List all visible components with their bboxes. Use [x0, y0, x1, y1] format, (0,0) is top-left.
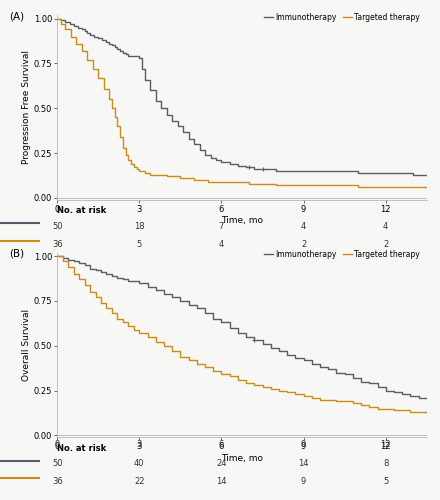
Legend: Immunotherapy, Targeted therapy: Immunotherapy, Targeted therapy — [261, 247, 423, 262]
Text: 24: 24 — [216, 460, 227, 468]
Text: 50: 50 — [52, 460, 62, 468]
Text: 36: 36 — [52, 240, 62, 249]
Text: 0: 0 — [55, 440, 60, 449]
Text: 14: 14 — [298, 460, 309, 468]
Text: 5: 5 — [383, 478, 389, 486]
Text: 9: 9 — [301, 478, 306, 486]
Text: No. at risk: No. at risk — [57, 206, 106, 215]
Text: 4: 4 — [383, 222, 389, 231]
Text: 4: 4 — [301, 222, 306, 231]
X-axis label: Time, mo: Time, mo — [221, 454, 263, 463]
Text: 40: 40 — [134, 460, 145, 468]
Text: 36: 36 — [52, 478, 62, 486]
Text: (A): (A) — [9, 12, 24, 22]
X-axis label: Time, mo: Time, mo — [221, 216, 263, 226]
Text: 5: 5 — [137, 240, 142, 249]
Y-axis label: Overall Survival: Overall Survival — [22, 309, 31, 381]
Text: 22: 22 — [134, 478, 145, 486]
Text: 18: 18 — [134, 222, 145, 231]
Y-axis label: Progression Free Survival: Progression Free Survival — [22, 50, 31, 164]
Text: 12: 12 — [381, 440, 391, 449]
Text: No. at risk: No. at risk — [57, 444, 106, 452]
Text: 3: 3 — [137, 440, 142, 449]
Legend: Immunotherapy, Targeted therapy: Immunotherapy, Targeted therapy — [261, 10, 423, 24]
Text: 7: 7 — [219, 222, 224, 231]
Text: 2: 2 — [383, 240, 389, 249]
Text: 2: 2 — [301, 240, 306, 249]
Text: 4: 4 — [219, 240, 224, 249]
Text: 8: 8 — [383, 460, 389, 468]
Text: 9: 9 — [301, 440, 306, 449]
Text: 50: 50 — [52, 222, 62, 231]
Text: 14: 14 — [216, 478, 227, 486]
Text: 6: 6 — [219, 440, 224, 449]
Text: (B): (B) — [9, 249, 24, 259]
